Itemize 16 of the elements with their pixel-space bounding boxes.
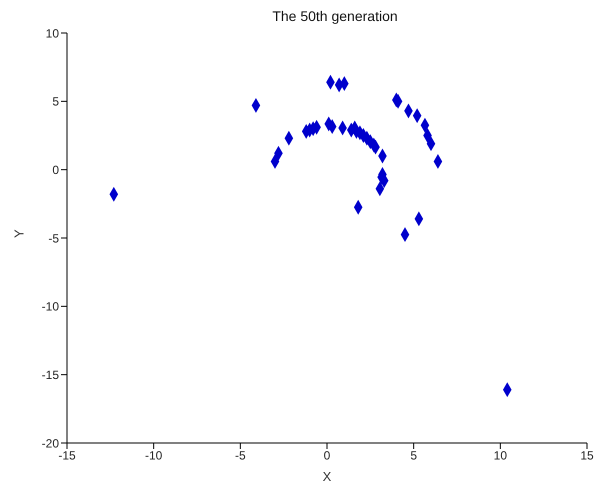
x-tick-label: 10: [494, 448, 508, 463]
y-tick-label: 10: [46, 26, 60, 40]
x-tick-label: -5: [234, 448, 246, 463]
y-axis-title: Y: [12, 229, 27, 238]
y-tick-label: 5: [52, 94, 60, 109]
x-axis-title: X: [322, 469, 332, 484]
y-tick-label: -5: [48, 231, 60, 246]
x-tick-label: 15: [580, 448, 594, 463]
x-tick-label: 0: [324, 448, 331, 463]
y-tick-label: 0: [52, 162, 60, 177]
y-tick-label: -10: [42, 300, 60, 314]
y-tick-label: -15: [42, 368, 60, 382]
x-tick-label: -10: [144, 448, 163, 463]
y-tick-label: -20: [42, 436, 60, 450]
x-tick-label: 5: [410, 448, 418, 463]
chart-title: The 50th generation: [271, 8, 399, 24]
